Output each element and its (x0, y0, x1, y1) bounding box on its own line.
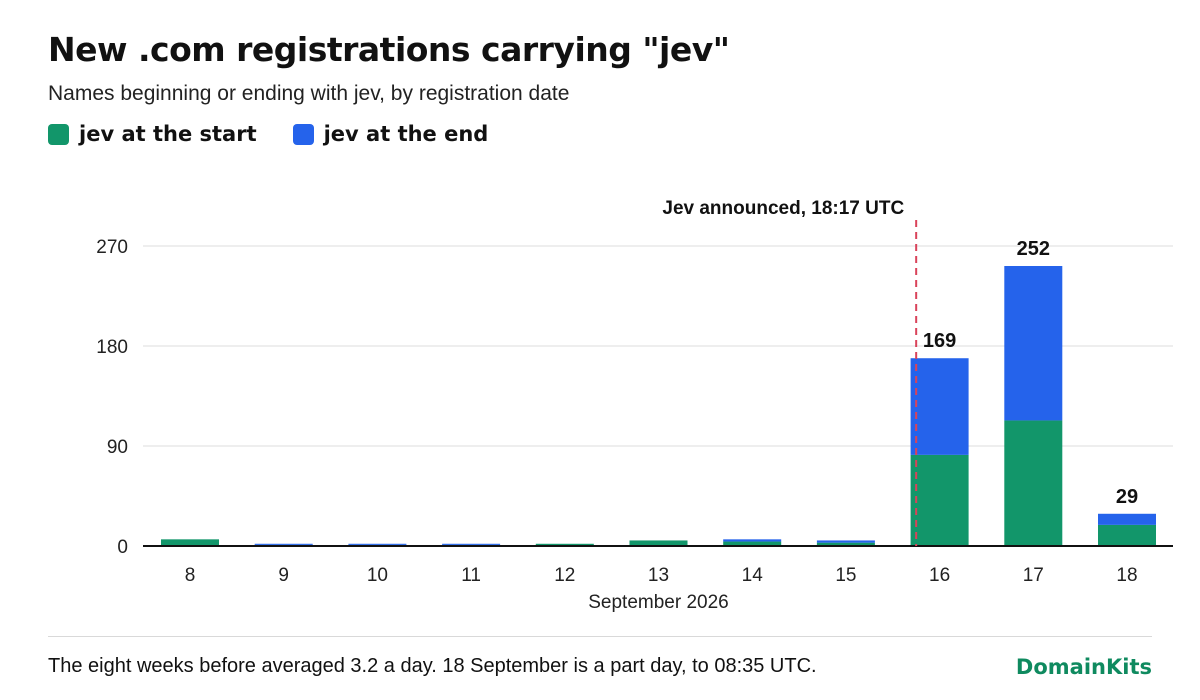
bar-start-12 (535, 543, 594, 546)
x-axis-label: September 2026 (588, 592, 729, 613)
x-tick-label: 16 (929, 565, 950, 586)
y-tick-label: 180 (96, 337, 128, 358)
bar-end-11 (442, 543, 501, 545)
brand-logo: DomainKits (1015, 655, 1152, 679)
legend: jev at the start jev at the end (48, 122, 488, 146)
x-tick-label: 15 (835, 565, 856, 586)
chart-subtitle: Names beginning or ending with jev, by r… (48, 82, 570, 105)
y-tick-label: 270 (96, 237, 128, 258)
chart-title: New .com registrations carrying "jev" (48, 30, 730, 69)
bar-end-18 (1098, 513, 1156, 525)
bar-end-14 (723, 539, 782, 542)
bar-end-17 (1004, 266, 1063, 421)
x-tick-label: 17 (1023, 565, 1044, 586)
legend-swatch-end (292, 123, 314, 145)
bar-start-15 (816, 542, 875, 546)
bar-start-18 (1098, 524, 1156, 546)
x-tick-label: 18 (1116, 565, 1137, 586)
bar-start-8 (161, 539, 219, 546)
legend-label-start: jev at the start (79, 122, 257, 146)
bar-chart: 0 90 180 270 8 9 10 11 12 13 14 15 16 17 18 September 2… (96, 198, 1173, 613)
bar-end-15 (816, 540, 875, 543)
bar-start-13 (629, 540, 688, 546)
bar-start-17 (1004, 420, 1063, 546)
x-tick-label: 10 (367, 565, 388, 586)
x-tick-label: 14 (742, 565, 764, 586)
y-tick-label: 0 (117, 537, 128, 558)
annotation-label: Jev announced, 18:17 UTC (662, 198, 904, 219)
footer-divider (48, 636, 1152, 637)
legend-swatch-start (48, 123, 69, 145)
bar-end-16 (910, 358, 969, 455)
bar-start-16 (910, 454, 969, 546)
legend-label-end: jev at the end (323, 122, 489, 146)
bar-start-14 (723, 541, 782, 546)
x-tick-label: 13 (648, 565, 669, 586)
x-tick-label: 8 (185, 565, 196, 586)
x-tick-label: 9 (278, 565, 289, 586)
legend-item-end: jev at the end (292, 122, 489, 146)
x-tick-label: 11 (461, 565, 481, 586)
bar-end-9 (254, 543, 313, 545)
footnote: The eight weeks before averaged 3.2 a da… (48, 655, 817, 677)
total-label-16: 169 (923, 330, 956, 352)
bar-end-10 (348, 543, 407, 545)
x-tick-label: 12 (554, 565, 575, 586)
legend-item-start: jev at the start (48, 122, 257, 146)
total-label-17: 252 (1017, 238, 1050, 260)
total-label-18: 29 (1116, 486, 1138, 508)
y-tick-label: 90 (107, 437, 128, 458)
